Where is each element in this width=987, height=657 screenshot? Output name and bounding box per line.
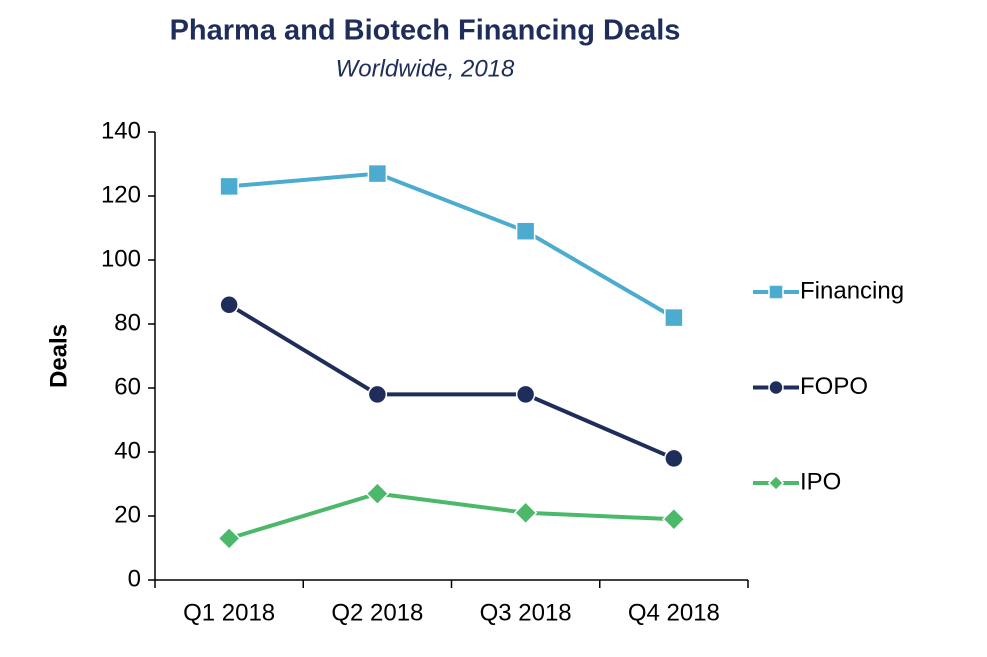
data-point: [367, 163, 388, 184]
data-point: [515, 384, 536, 405]
series-line: [228, 171, 675, 320]
series-line: [228, 491, 674, 541]
legend-marker: [768, 284, 784, 300]
chart-title: Pharma and Biotech Financing Deals: [170, 15, 681, 47]
legend-label: FOPO: [800, 373, 868, 400]
x-tick-label: Q4 2018: [628, 599, 720, 626]
y-tick-label: 60: [114, 373, 141, 400]
y-tick-label: 20: [114, 501, 141, 528]
legend-label: IPO: [800, 468, 841, 495]
data-point: [662, 507, 686, 532]
y-tick-label: 120: [101, 181, 141, 208]
legend-marker: [767, 474, 785, 492]
chart-subtitle: Worldwide, 2018: [336, 55, 515, 82]
data-point: [513, 500, 538, 525]
data-point: [367, 384, 388, 405]
y-tick-label: 140: [101, 117, 141, 144]
x-tick-label: Q2 2018: [331, 599, 423, 626]
y-tick-label: 0: [128, 565, 141, 592]
data-point: [217, 526, 241, 551]
data-point: [219, 295, 239, 315]
data-point: [219, 176, 239, 197]
data-point: [515, 221, 536, 241]
legend-marker: [768, 379, 784, 396]
y-tick-label: 80: [114, 309, 141, 336]
legend-label: Financing: [800, 277, 904, 304]
data-point: [664, 448, 684, 469]
x-tick-label: Q3 2018: [480, 599, 572, 626]
y-axis-label: Deals: [45, 324, 72, 388]
y-tick-label: 40: [114, 437, 141, 464]
y-tick-label: 100: [101, 245, 141, 272]
series-line: [228, 303, 675, 461]
data-point: [664, 307, 684, 328]
data-point: [365, 481, 390, 506]
x-tick-label: Q1 2018: [183, 599, 275, 626]
